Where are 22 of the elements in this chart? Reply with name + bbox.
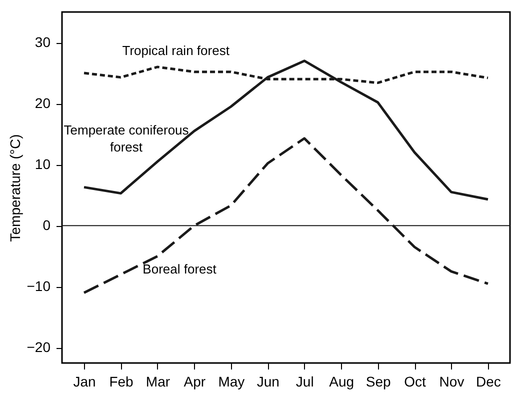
y-tick-label: −10 (26, 278, 51, 294)
series-label: Temperate coniferous forest (64, 122, 190, 154)
x-tick-label: Jun (256, 374, 280, 390)
x-tick-label: Dec (476, 374, 501, 390)
series-label: Tropical rain forest (122, 43, 230, 58)
y-tick-label: 30 (34, 34, 51, 50)
x-tick-label: Aug (329, 374, 354, 390)
y-tick-label: 10 (34, 156, 51, 172)
x-tick-label: Sep (366, 374, 391, 390)
x-tick-label: Jul (296, 374, 314, 390)
y-tick-label: 0 (42, 217, 51, 234)
series-label: Boreal forest (142, 262, 217, 277)
x-tick-label: Nov (439, 374, 464, 390)
x-tick-label: May (218, 374, 245, 390)
y-axis-title: Temperature (°C) (6, 134, 23, 242)
y-tick-label: 20 (34, 95, 51, 112)
x-tick-label: Apr (184, 374, 206, 390)
x-tick-label: Feb (109, 374, 134, 390)
y-tick-label: −20 (26, 339, 51, 356)
x-tick-label: Oct (404, 374, 426, 390)
x-tick-label: Jan (73, 374, 96, 390)
x-tick-label: Mar (146, 374, 170, 390)
